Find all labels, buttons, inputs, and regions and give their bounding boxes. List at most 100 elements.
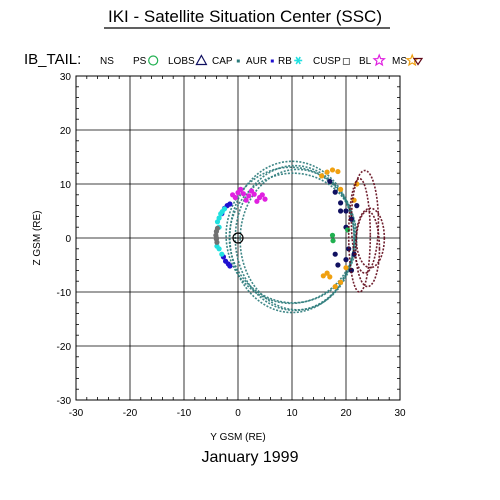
data-point	[214, 219, 221, 225]
legend-label: CUSP	[313, 56, 341, 67]
legend-item: AUR	[246, 56, 274, 67]
data-point	[332, 284, 338, 290]
data-point	[335, 168, 341, 175]
data-point	[354, 203, 360, 209]
data-point	[324, 270, 330, 276]
y-tick-label: -30	[57, 396, 72, 407]
series-sw	[347, 169, 386, 293]
legend: IB_TAIL: NS PS LOBS CAP AUR RB CUSP BL MS	[24, 51, 424, 68]
data-point	[243, 197, 249, 203]
legend-item	[412, 57, 424, 66]
data-point	[214, 239, 220, 245]
orbit-loop	[354, 210, 381, 288]
data-point	[248, 188, 255, 194]
legend-item: PS	[133, 55, 159, 67]
data-point	[240, 191, 246, 197]
x-tick-label: 20	[340, 408, 352, 419]
y-axis-label: Z GSM (RE)	[32, 211, 43, 266]
legend-label: BL	[359, 56, 372, 67]
data-point	[319, 173, 325, 179]
orbit-loop	[350, 169, 380, 274]
data-point	[219, 208, 225, 215]
y-tick-label: -20	[57, 342, 72, 353]
legend-marker	[195, 54, 208, 66]
data-point	[227, 263, 233, 269]
x-tick-label: -20	[123, 408, 138, 419]
orbit-loop	[355, 207, 386, 269]
data-point	[338, 200, 344, 206]
legend-item: BL	[359, 53, 386, 67]
data-point	[335, 262, 341, 268]
y-tick-label: 0	[65, 234, 71, 245]
y-tick-label: 10	[60, 180, 72, 191]
data-point	[327, 274, 333, 280]
legend-label: RB	[278, 56, 292, 67]
x-axis-label: Y GSM (RE)	[210, 432, 265, 443]
legend-marker	[270, 59, 274, 63]
data-point	[338, 279, 344, 285]
data-point	[254, 198, 260, 204]
data-point	[259, 192, 265, 198]
legend-item: LOBS	[168, 54, 208, 67]
legend-marker	[236, 59, 240, 63]
legend-marker	[342, 58, 350, 65]
legend-item: CUSP	[313, 56, 350, 67]
plot-area: -30 -20 -10 0 10 20 30 -30 -20 -10 0 10 20 30	[57, 72, 406, 419]
data-point	[324, 169, 330, 175]
legend-marker	[372, 53, 386, 67]
data-layer	[213, 160, 386, 314]
orbit-loop	[229, 160, 355, 314]
chart-title: IKI - Satellite Situation Center (SSC)	[108, 7, 382, 26]
legend-marker	[412, 57, 424, 66]
legend-item: MS	[392, 53, 419, 67]
x-tick-label: 0	[235, 408, 241, 419]
legend-label: MS	[392, 56, 407, 67]
legend-marker	[405, 53, 419, 67]
data-point	[246, 193, 252, 199]
series-lobs	[327, 178, 360, 273]
legend-label: PS	[133, 56, 147, 67]
legend-label: CAP	[212, 56, 233, 67]
data-point	[330, 238, 336, 244]
date-label: January 1999	[202, 449, 299, 466]
legend-item: CAP	[212, 56, 240, 67]
series-rb	[214, 206, 228, 257]
legend-marker	[295, 56, 301, 65]
data-point	[213, 235, 219, 241]
orbit-loop	[239, 168, 356, 311]
legend-label: AUR	[246, 56, 267, 67]
data-point	[329, 167, 336, 173]
data-point	[320, 273, 326, 279]
data-point	[338, 186, 344, 192]
series-cusp	[213, 225, 221, 245]
x-tick-label: 10	[286, 408, 298, 419]
data-point	[216, 246, 222, 252]
data-point	[227, 201, 233, 207]
data-point	[329, 232, 336, 238]
data-point	[327, 178, 333, 184]
data-point	[262, 196, 268, 202]
data-point	[338, 208, 344, 214]
data-point	[343, 257, 349, 263]
legend-marker	[148, 55, 159, 66]
data-point	[343, 208, 349, 214]
legend-item: RB	[278, 56, 303, 67]
axis-ticks: -30 -20 -10 0 10 20 30 -30 -20 -10 0 10 20 30	[57, 72, 406, 419]
legend-item: NS	[100, 56, 114, 67]
y-tick-label: 30	[60, 72, 72, 83]
x-tick-label: 30	[394, 408, 406, 419]
data-point	[219, 251, 225, 257]
y-tick-label: -10	[57, 288, 72, 299]
legend-label: LOBS	[168, 56, 195, 67]
data-point	[343, 265, 349, 271]
data-point	[346, 246, 352, 252]
legend-label: NS	[100, 56, 114, 67]
data-point	[332, 251, 338, 257]
x-tick-label: -30	[69, 408, 84, 419]
legend-title: IB_TAIL:	[24, 51, 81, 68]
data-point	[332, 189, 338, 195]
data-point	[232, 194, 238, 201]
series-ps	[329, 227, 351, 244]
y-tick-label: 20	[60, 126, 72, 137]
